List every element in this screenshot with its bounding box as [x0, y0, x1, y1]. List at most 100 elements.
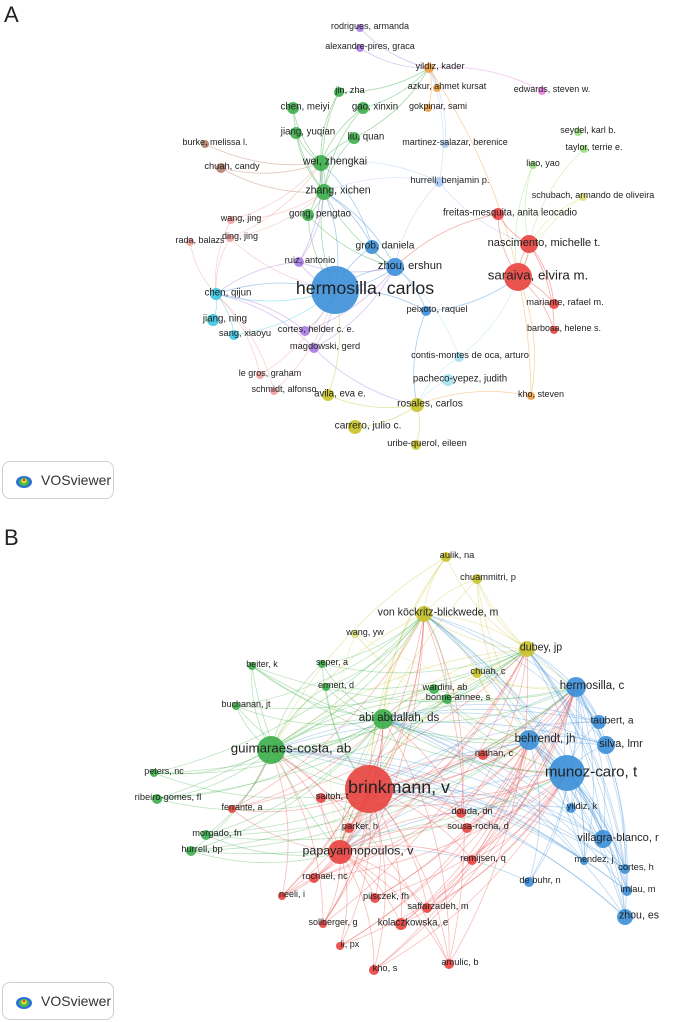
author-node[interactable] [257, 736, 285, 764]
network-map-b[interactable]: aulik, na chuammitri, p von köckritz-blick… [0, 525, 685, 980]
author-node[interactable] [334, 87, 344, 97]
author-node[interactable] [309, 343, 319, 353]
author-node[interactable] [232, 702, 240, 710]
author-node[interactable] [416, 606, 432, 622]
author-node[interactable] [270, 387, 278, 395]
author-node[interactable] [226, 234, 234, 242]
author-node[interactable] [467, 855, 477, 865]
author-node[interactable] [150, 769, 158, 777]
author-node[interactable] [322, 389, 334, 401]
author-node[interactable] [316, 184, 332, 200]
author-node[interactable] [345, 765, 393, 813]
author-node[interactable] [424, 63, 434, 73]
author-node[interactable] [519, 730, 539, 750]
author-node[interactable] [309, 873, 319, 883]
vosviewer-badge-b[interactable]: VOSviewer [2, 982, 114, 1020]
author-node[interactable] [229, 330, 239, 340]
author-node[interactable] [478, 750, 488, 760]
author-node[interactable] [620, 864, 630, 874]
author-node[interactable] [322, 683, 330, 691]
author-node[interactable] [256, 371, 264, 379]
author-node[interactable] [549, 299, 559, 309]
author-node[interactable] [356, 24, 364, 32]
author-node[interactable] [365, 240, 379, 254]
author-node[interactable] [248, 662, 256, 670]
author-node[interactable] [302, 209, 314, 221]
author-node[interactable] [207, 314, 219, 326]
author-node[interactable] [328, 840, 352, 864]
author-node[interactable] [357, 102, 369, 114]
author-node[interactable] [370, 893, 380, 903]
author-node[interactable] [395, 918, 407, 930]
author-node[interactable] [201, 830, 211, 840]
author-node[interactable] [348, 132, 360, 144]
author-node[interactable] [210, 288, 222, 300]
author-node[interactable] [386, 258, 404, 276]
author-node[interactable] [456, 808, 466, 818]
author-node[interactable] [186, 238, 194, 246]
author-node[interactable] [351, 630, 359, 638]
author-node[interactable] [201, 140, 209, 148]
author-node[interactable] [472, 668, 482, 678]
author-node[interactable] [152, 794, 162, 804]
network-map-a[interactable]: rodrigues, armanda alexandre-pires, graca… [0, 0, 685, 460]
author-node[interactable] [311, 266, 359, 314]
author-node[interactable] [444, 959, 454, 969]
author-node[interactable] [524, 877, 534, 887]
author-node[interactable] [622, 886, 632, 896]
vosviewer-badge-a[interactable]: VOSviewer [2, 461, 114, 499]
author-node[interactable] [592, 715, 606, 729]
author-node[interactable] [580, 145, 588, 153]
author-node[interactable] [410, 398, 424, 412]
author-node[interactable] [520, 235, 538, 253]
author-node[interactable] [441, 552, 451, 562]
author-node[interactable] [344, 823, 354, 833]
author-node[interactable] [227, 216, 235, 224]
author-node[interactable] [594, 830, 612, 848]
author-node[interactable] [422, 903, 432, 913]
author-node[interactable] [579, 193, 587, 201]
author-node[interactable] [566, 803, 576, 813]
author-node[interactable] [287, 102, 299, 114]
author-node[interactable] [429, 684, 439, 694]
author-node[interactable] [442, 694, 452, 704]
author-node[interactable] [462, 823, 472, 833]
author-node[interactable] [442, 374, 454, 386]
author-node[interactable] [433, 84, 441, 92]
author-node[interactable] [529, 161, 537, 169]
author-node[interactable] [434, 177, 444, 187]
author-node[interactable] [319, 920, 327, 928]
author-node[interactable] [316, 793, 326, 803]
author-node[interactable] [580, 857, 588, 865]
author-node[interactable] [424, 104, 432, 112]
author-node[interactable] [566, 677, 586, 697]
author-node[interactable] [313, 155, 329, 171]
author-node[interactable] [348, 420, 362, 434]
author-node[interactable] [538, 87, 546, 95]
author-node[interactable] [411, 440, 421, 450]
author-node[interactable] [617, 909, 633, 925]
author-node[interactable] [492, 208, 504, 220]
author-node[interactable] [290, 127, 302, 139]
author-node[interactable] [294, 257, 304, 267]
author-node[interactable] [441, 140, 449, 148]
author-node[interactable] [574, 128, 582, 136]
author-node[interactable] [336, 942, 344, 950]
author-node[interactable] [454, 352, 464, 362]
author-node[interactable] [421, 306, 431, 316]
author-node[interactable] [373, 709, 393, 729]
author-node[interactable] [278, 892, 286, 900]
author-node[interactable] [472, 574, 482, 584]
author-node[interactable] [228, 805, 236, 813]
author-node[interactable] [186, 846, 196, 856]
author-node[interactable] [550, 326, 558, 334]
author-node[interactable] [597, 736, 615, 754]
author-node[interactable] [369, 965, 379, 975]
author-node[interactable] [527, 392, 535, 400]
author-node[interactable] [549, 755, 585, 791]
author-node[interactable] [504, 263, 532, 291]
author-node[interactable] [300, 326, 310, 336]
author-node[interactable] [356, 44, 364, 52]
author-node[interactable] [216, 163, 226, 173]
author-node[interactable] [318, 660, 326, 668]
